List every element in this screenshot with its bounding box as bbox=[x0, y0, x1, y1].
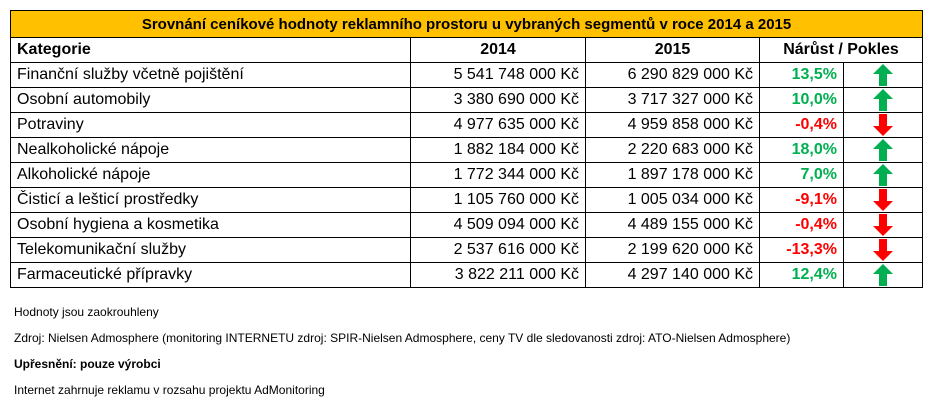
arrow-up-icon bbox=[873, 89, 894, 111]
cell-trend bbox=[842, 237, 924, 263]
table-row: Potraviny 4 977 635 000 Kč 4 959 858 000 K… bbox=[10, 112, 924, 138]
cell-2015: 2 199 620 000 Kč bbox=[585, 237, 760, 263]
table-row: Telekomunikační služby 2 537 616 000 Kč 2 … bbox=[10, 237, 924, 263]
arrow-down-icon bbox=[873, 239, 894, 261]
note-source: Zdroj: Nielsen Admosphere (monitoring IN… bbox=[14, 331, 791, 345]
cell-change: 10,0% bbox=[759, 87, 844, 113]
arrow-down-icon bbox=[873, 189, 894, 211]
cell-2014: 4 509 094 000 Kč bbox=[410, 212, 586, 238]
arrow-down-icon bbox=[873, 214, 894, 236]
table-row: Alkoholické nápoje 1 772 344 000 Kč 1 897 … bbox=[10, 162, 924, 188]
cell-trend bbox=[842, 187, 924, 213]
cell-trend bbox=[842, 137, 924, 163]
cell-2014: 4 977 635 000 Kč bbox=[410, 112, 586, 138]
cell-change: -13,3% bbox=[759, 237, 844, 263]
cell-category: Osobní automobily bbox=[10, 87, 411, 113]
cell-category: Čisticí a lešticí prostředky bbox=[10, 187, 411, 213]
cell-change: -0,4% bbox=[759, 112, 844, 138]
cell-2014: 2 537 616 000 Kč bbox=[410, 237, 586, 263]
cell-2015: 1 005 034 000 Kč bbox=[585, 187, 760, 213]
cell-2015: 6 290 829 000 Kč bbox=[585, 62, 760, 88]
cell-2015: 4 959 858 000 Kč bbox=[585, 112, 760, 138]
cell-2015: 2 220 683 000 Kč bbox=[585, 137, 760, 163]
cell-2015: 3 717 327 000 Kč bbox=[585, 87, 760, 113]
arrow-up-icon bbox=[873, 139, 894, 161]
note-rounded: Hodnoty jsou zaokrouhleny bbox=[14, 305, 159, 319]
note-internet: Internet zahrnuje reklamu v rozsahu proj… bbox=[14, 383, 325, 397]
cell-trend bbox=[842, 87, 924, 113]
note-clarification: Upřesnění: pouze výrobci bbox=[14, 357, 161, 371]
cell-2014: 1 882 184 000 Kč bbox=[410, 137, 586, 163]
cell-change: -0,4% bbox=[759, 212, 844, 238]
table-title: Srovnání ceníkové hodnoty reklamního pro… bbox=[9, 10, 924, 38]
table-row: Osobní automobily 3 380 690 000 Kč 3 717 3… bbox=[10, 87, 924, 113]
cell-change: 13,5% bbox=[759, 62, 844, 88]
cell-change: 7,0% bbox=[759, 162, 844, 188]
cell-2015: 1 897 178 000 Kč bbox=[585, 162, 760, 188]
arrow-up-icon bbox=[873, 64, 894, 86]
arrow-down-icon bbox=[873, 114, 894, 136]
cell-2014: 1 772 344 000 Kč bbox=[410, 162, 586, 188]
table-row: Nealkoholické nápoje 1 882 184 000 Kč 2 22… bbox=[10, 137, 924, 163]
cell-trend bbox=[842, 112, 924, 138]
cell-2015: 4 489 155 000 Kč bbox=[585, 212, 760, 238]
cell-category: Finanční služby včetně pojištění bbox=[10, 62, 411, 88]
cell-category: Telekomunikační služby bbox=[10, 237, 411, 263]
table-row: Čisticí a lešticí prostředky 1 105 760 00… bbox=[10, 187, 924, 213]
cell-category: Potraviny bbox=[10, 112, 411, 138]
header-2015: 2015 bbox=[585, 37, 760, 63]
cell-2015: 4 297 140 000 Kč bbox=[585, 262, 760, 288]
cell-category: Osobní hygiena a kosmetika bbox=[10, 212, 411, 238]
arrow-up-icon bbox=[873, 264, 894, 286]
header-category: Kategorie bbox=[10, 37, 411, 63]
table-row: Osobní hygiena a kosmetika 4 509 094 000 … bbox=[10, 212, 924, 238]
cell-trend bbox=[842, 162, 924, 188]
cell-category: Alkoholické nápoje bbox=[10, 162, 411, 188]
comparison-table: Srovnání ceníkové hodnoty reklamního pro… bbox=[9, 10, 924, 288]
cell-trend bbox=[842, 212, 924, 238]
arrow-up-icon bbox=[873, 164, 894, 186]
cell-category: Farmaceutické přípravky bbox=[10, 262, 411, 288]
cell-2014: 3 380 690 000 Kč bbox=[410, 87, 586, 113]
cell-2014: 1 105 760 000 Kč bbox=[410, 187, 586, 213]
cell-change: -9,1% bbox=[759, 187, 844, 213]
cell-change: 12,4% bbox=[759, 262, 844, 288]
table-row: Farmaceutické přípravky 3 822 211 000 Kč 4… bbox=[10, 262, 924, 288]
cell-2014: 5 541 748 000 Kč bbox=[410, 62, 586, 88]
cell-category: Nealkoholické nápoje bbox=[10, 137, 411, 163]
cell-2014: 3 822 211 000 Kč bbox=[410, 262, 586, 288]
cell-trend bbox=[842, 62, 924, 88]
cell-trend bbox=[842, 262, 924, 288]
cell-change: 18,0% bbox=[759, 137, 844, 163]
header-2014: 2014 bbox=[410, 37, 586, 63]
header-change: Nárůst / Pokles bbox=[758, 37, 924, 63]
table-row: Finanční služby včetně pojištění 5 541 74… bbox=[10, 62, 924, 88]
